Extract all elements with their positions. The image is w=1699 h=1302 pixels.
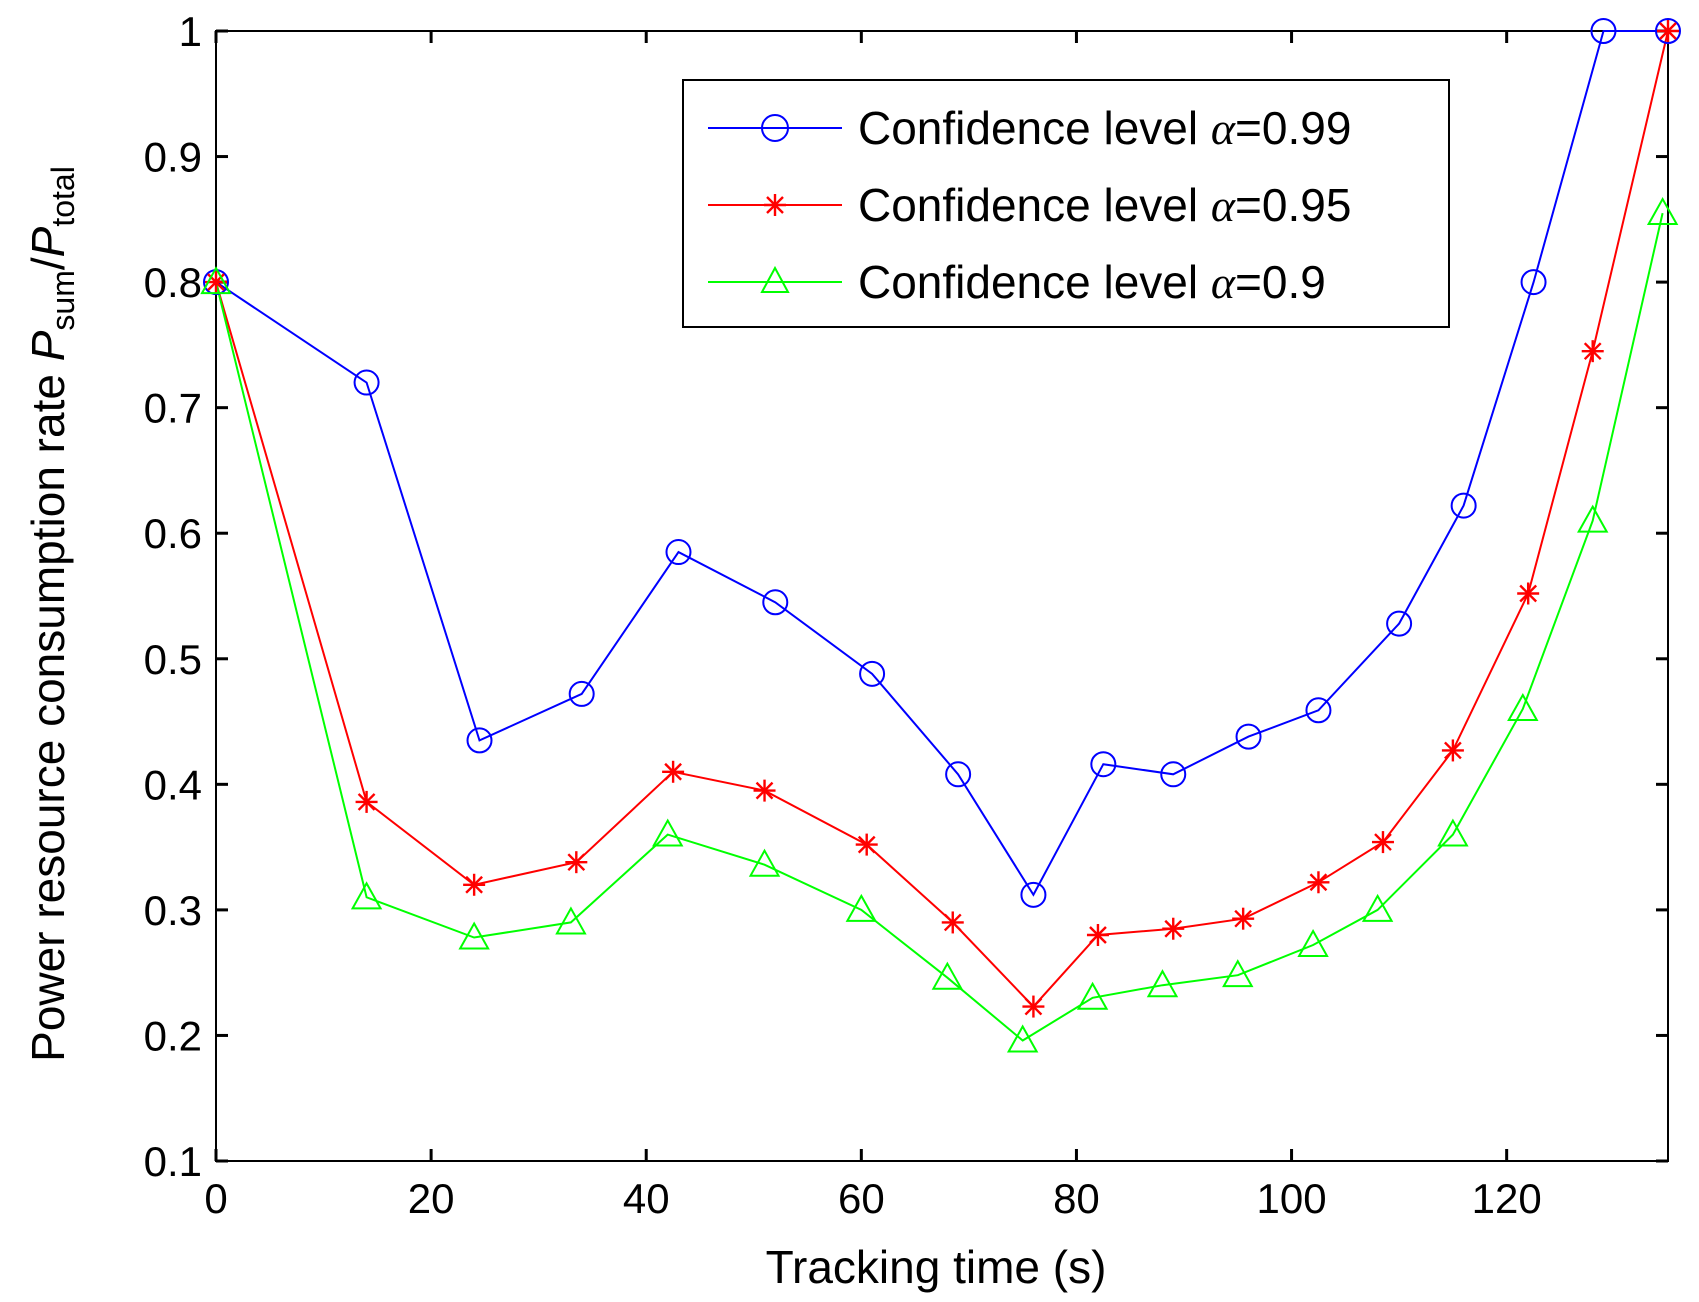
series-2-point [1577,504,1609,533]
series-1-point [1086,924,1109,946]
series-1-point [1517,582,1540,605]
series-2-point [652,818,684,847]
series-0-point [762,589,789,616]
plot-area-frame [215,30,1669,1162]
series-0-point [1020,881,1047,908]
y-tick-label: 0.7 [144,385,202,432]
y-tick-label: 0.4 [144,761,202,808]
y-tick-label: 0.8 [144,259,202,306]
y-axis-title-prefix: Power resource consumption rate [22,374,74,1062]
series-2-point [748,848,781,877]
series-0-point [1386,610,1413,637]
x-tick-label: 40 [623,1175,670,1222]
legend: Confidence level α=0.99 Confidence level… [682,79,1450,328]
x-tick-label: 60 [838,1175,885,1222]
series-1-point [463,873,486,896]
y-tick-label: 0.9 [144,134,202,181]
series-0-point [1655,18,1681,44]
series-0-point [1305,697,1332,724]
series-2-point [1437,818,1469,847]
x-tick-label: 20 [408,1175,455,1222]
series-2-point [458,921,490,950]
series-0-point [568,680,595,707]
series-1-point [1022,995,1045,1018]
y-axis-title-sub2: total [45,166,81,226]
x-tick-label: 120 [1472,1175,1542,1222]
series-2-point [1006,1024,1039,1053]
y-tick-label: 0.5 [144,636,202,683]
series-1-point [662,760,685,783]
y-axis-title-p1: P [22,330,74,361]
series-2-point [555,906,587,935]
series-2-point [1222,959,1254,988]
legend-label-2: Confidence level α=0.9 [858,256,1326,308]
series-0-point [466,727,493,754]
series-2-point [350,881,383,910]
series-1-point [1232,907,1255,930]
legend-marker-0 [761,114,789,142]
series-0-point [1520,269,1547,296]
x-axis-title: Tracking time (s) [766,1241,1107,1293]
series-2-point [1361,893,1394,922]
legend-box [682,79,1450,328]
y-tick-label: 1 [179,8,202,55]
series-0-point [859,660,886,687]
series-2-point [1507,692,1539,721]
legend-label-1: Confidence level α=0.95 [858,179,1351,231]
series-0-point [1090,751,1117,778]
series-1-point [1441,739,1464,762]
series-1-point [855,833,878,856]
y-tick-label: 0.6 [144,510,202,557]
series-0-point [1590,18,1617,44]
x-tick-label: 0 [204,1175,227,1222]
y-axis-title: Power resource consumption rate Psum/Pto… [22,166,81,1062]
series-2-point [1076,981,1109,1010]
series-1-point [1162,917,1185,940]
series-2-point [1146,969,1179,998]
series-line-0 [215,30,1668,897]
y-tick-label: 0.3 [144,887,202,934]
series-2-point [931,961,964,990]
series-line-2 [215,212,1664,1042]
series-2-point [1646,197,1679,226]
series-2-point [1297,928,1329,958]
series-2-point [200,266,232,295]
series-0-point [1450,492,1477,519]
series-0-point [1160,761,1187,788]
series-line-1 [215,30,1669,1009]
series-1-point [1371,831,1394,854]
series-1-point [1657,20,1679,42]
x-tick-label: 80 [1053,1175,1100,1222]
series-1-point [941,911,964,934]
series-0-point [945,761,972,788]
series-1-point [753,779,776,802]
y-axis-title-p2: P [22,226,74,257]
y-axis-title-slash: / [22,257,74,270]
series-2-point [845,893,878,922]
series-0-point [665,539,692,566]
legend-marker-1 [764,194,786,216]
y-axis-title-sub1: sum [45,270,81,330]
legend-label-0: Confidence level α=0.99 [858,102,1351,154]
y-tick-label: 0.2 [144,1012,202,1059]
series-0-point [353,369,380,396]
legend-marker-2 [760,265,790,293]
y-tick-label: 0.1 [144,1138,202,1185]
series-1-point [355,790,378,813]
series-1-point [565,851,588,874]
series-0-point [1235,723,1262,750]
series-1-point [1581,340,1604,363]
series-1-point [1307,871,1330,894]
x-tick-label: 100 [1257,1175,1327,1222]
